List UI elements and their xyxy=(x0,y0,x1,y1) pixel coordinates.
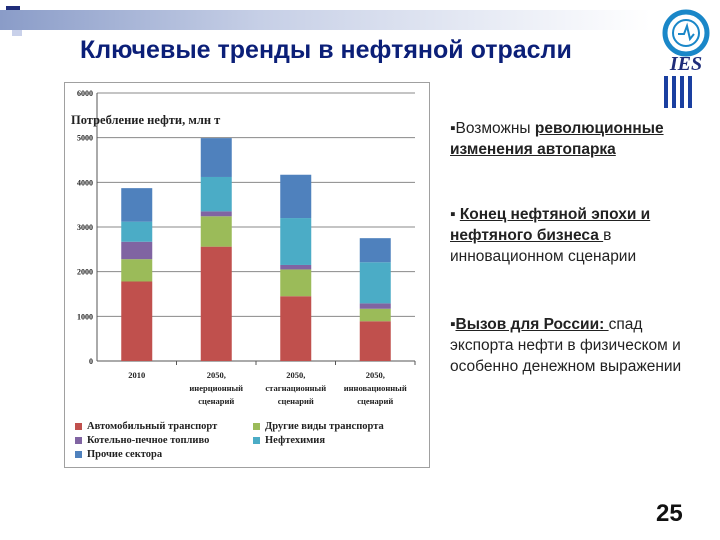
bar-segment xyxy=(359,262,391,304)
chart-panel: 0 1000 2000 3000 4000 5000 6000 Потребление неф… xyxy=(64,82,430,468)
bar-segment xyxy=(121,221,153,242)
bar-segment xyxy=(280,174,312,219)
legend-swatch xyxy=(75,451,82,458)
title-decor-bar xyxy=(0,10,650,30)
slide-title: Ключевые тренды в нефтяной отрасли xyxy=(80,36,572,64)
bar-segment xyxy=(200,211,232,217)
legend-label: Нефтехимия xyxy=(265,435,326,446)
y-tick-label: 1000 xyxy=(77,312,93,321)
bullet-strong-ul: Вызов для России: xyxy=(455,316,609,333)
corner-square-pale xyxy=(12,26,22,36)
legend-swatch xyxy=(75,423,82,430)
x-tick-label: инерционный xyxy=(189,383,243,393)
legend-label: Автомобильный транспорт xyxy=(87,421,218,432)
y-tick-label: 5000 xyxy=(77,134,93,143)
bullet-marker: ▪ xyxy=(450,120,456,137)
bar-segment xyxy=(359,303,391,309)
bar-segment xyxy=(280,264,312,270)
bar-segment xyxy=(121,241,153,260)
bullet-strong-ul: революционные изменения автопарка xyxy=(450,120,664,158)
y-tick-label: 6000 xyxy=(77,89,93,98)
y-tick-label: 4000 xyxy=(77,178,93,187)
bar-segment xyxy=(121,188,153,222)
bar-segment xyxy=(200,176,232,212)
bar-segment xyxy=(121,259,153,282)
x-tick-label: сценарий xyxy=(198,396,234,406)
stacked-bar-chart: 0 1000 2000 3000 4000 5000 6000 Потребление неф… xyxy=(71,89,416,406)
bullet-marker: ▪ xyxy=(450,206,460,223)
x-tick-label: стагнационный xyxy=(265,383,326,393)
bar-segment xyxy=(280,296,312,361)
x-tick-label: 2010 xyxy=(128,370,145,380)
bar-segment xyxy=(200,246,232,361)
bar-segment xyxy=(280,218,312,265)
bullet-marker: ▪ xyxy=(450,316,456,333)
legend-label: Прочие сектора xyxy=(87,449,163,460)
legend-swatch xyxy=(75,437,82,444)
legend-label: Другие виды транспорта xyxy=(265,421,384,432)
bar-segment xyxy=(280,269,312,297)
legend-item: Другие виды транспорта xyxy=(253,421,384,432)
bullet-strong-ul: Конец нефтяной эпохи и нефтяного бизнеса xyxy=(450,206,651,244)
bullet-strong: Возможны xyxy=(455,120,535,137)
bar-segment xyxy=(200,216,232,247)
y-tick-label: 2000 xyxy=(77,268,93,277)
x-tick-label: сценарий xyxy=(278,396,314,406)
legend-swatch xyxy=(253,437,260,444)
x-tick-label: 2050, xyxy=(366,370,385,380)
y-tick-label: 0 xyxy=(89,357,93,366)
bullet-rest: в инновационном сценарии xyxy=(450,227,637,265)
legend-label: Котельно-печное топливо xyxy=(87,435,210,446)
page-number: 25 xyxy=(656,500,683,527)
logo-text: IES xyxy=(669,53,702,75)
bar-segment xyxy=(200,138,232,177)
legend-item: Котельно-печное топливо xyxy=(75,435,209,446)
x-tick-label: сценарий xyxy=(357,396,393,406)
chart-inner-title: Потребление нефти, млн т xyxy=(71,113,220,127)
legend-item: Автомобильный транспорт xyxy=(75,421,217,432)
x-tick-label: 2050, xyxy=(286,370,305,380)
legend-swatch xyxy=(253,423,260,430)
bullet-item: ▪Вызов для России: спад экспорта нефти в… xyxy=(450,314,710,377)
bullet-rest: спад экспорта нефти в физическом и особе… xyxy=(450,316,682,375)
legend-item: Прочие сектора xyxy=(75,449,162,460)
bullet-item: ▪ Конец нефтяной эпохи и нефтяного бизне… xyxy=(450,204,710,267)
bar-segment xyxy=(121,281,153,361)
ies-logo: IES xyxy=(654,6,718,112)
y-tick-label: 3000 xyxy=(77,223,93,232)
bar-segment xyxy=(359,238,391,263)
bar-segment xyxy=(359,321,391,361)
x-tick-label: инновационный xyxy=(344,383,407,393)
bar-segment xyxy=(359,308,391,322)
x-tick-label: 2050, xyxy=(207,370,226,380)
bullet-item: ▪Возможны революционные изменения автопа… xyxy=(450,118,710,160)
legend-item: Нефтехимия xyxy=(253,435,325,446)
